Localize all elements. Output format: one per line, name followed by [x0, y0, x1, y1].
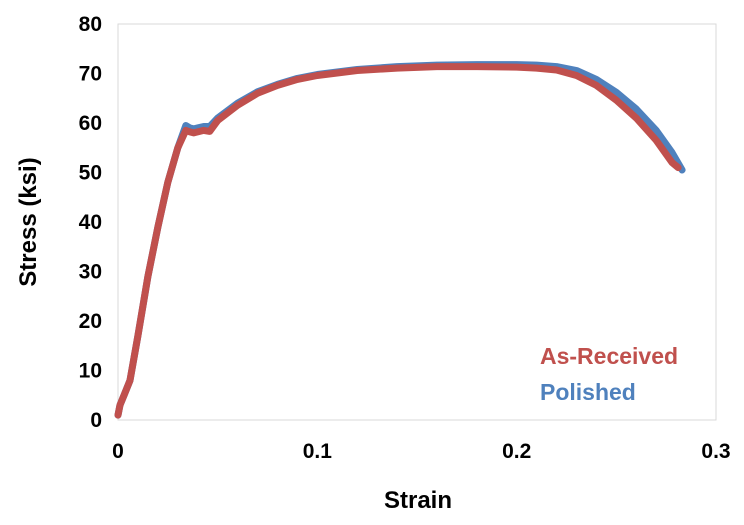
legend-label-as-received: As-Received [540, 343, 678, 369]
y-tick-label: 70 [79, 63, 102, 86]
y-tick-label: 60 [79, 112, 102, 135]
x-tick-label: 0 [112, 440, 124, 463]
x-axis-title: Strain [384, 487, 452, 514]
y-tick-label: 30 [79, 261, 102, 284]
y-tick-label: 40 [79, 211, 102, 234]
x-tick-label: 0.1 [303, 440, 333, 463]
tick-label-layer: 0 10 20 30 40 50 60 70 80 0 0.1 0.2 0.3 [79, 13, 731, 463]
series-layer [114, 61, 686, 419]
x-tick-label: 0.3 [701, 440, 730, 463]
y-tick-label: 20 [79, 310, 102, 333]
y-tick-label: 0 [90, 409, 102, 432]
y-tick-label: 10 [79, 360, 102, 383]
legend-label-polished: Polished [540, 379, 636, 405]
series-line-as-received [114, 63, 682, 419]
y-axis-title: Stress (ksi) [15, 157, 42, 286]
y-tick-label: 50 [79, 162, 102, 185]
y-tick-label: 80 [79, 13, 102, 36]
x-tick-label: 0.2 [502, 440, 531, 463]
